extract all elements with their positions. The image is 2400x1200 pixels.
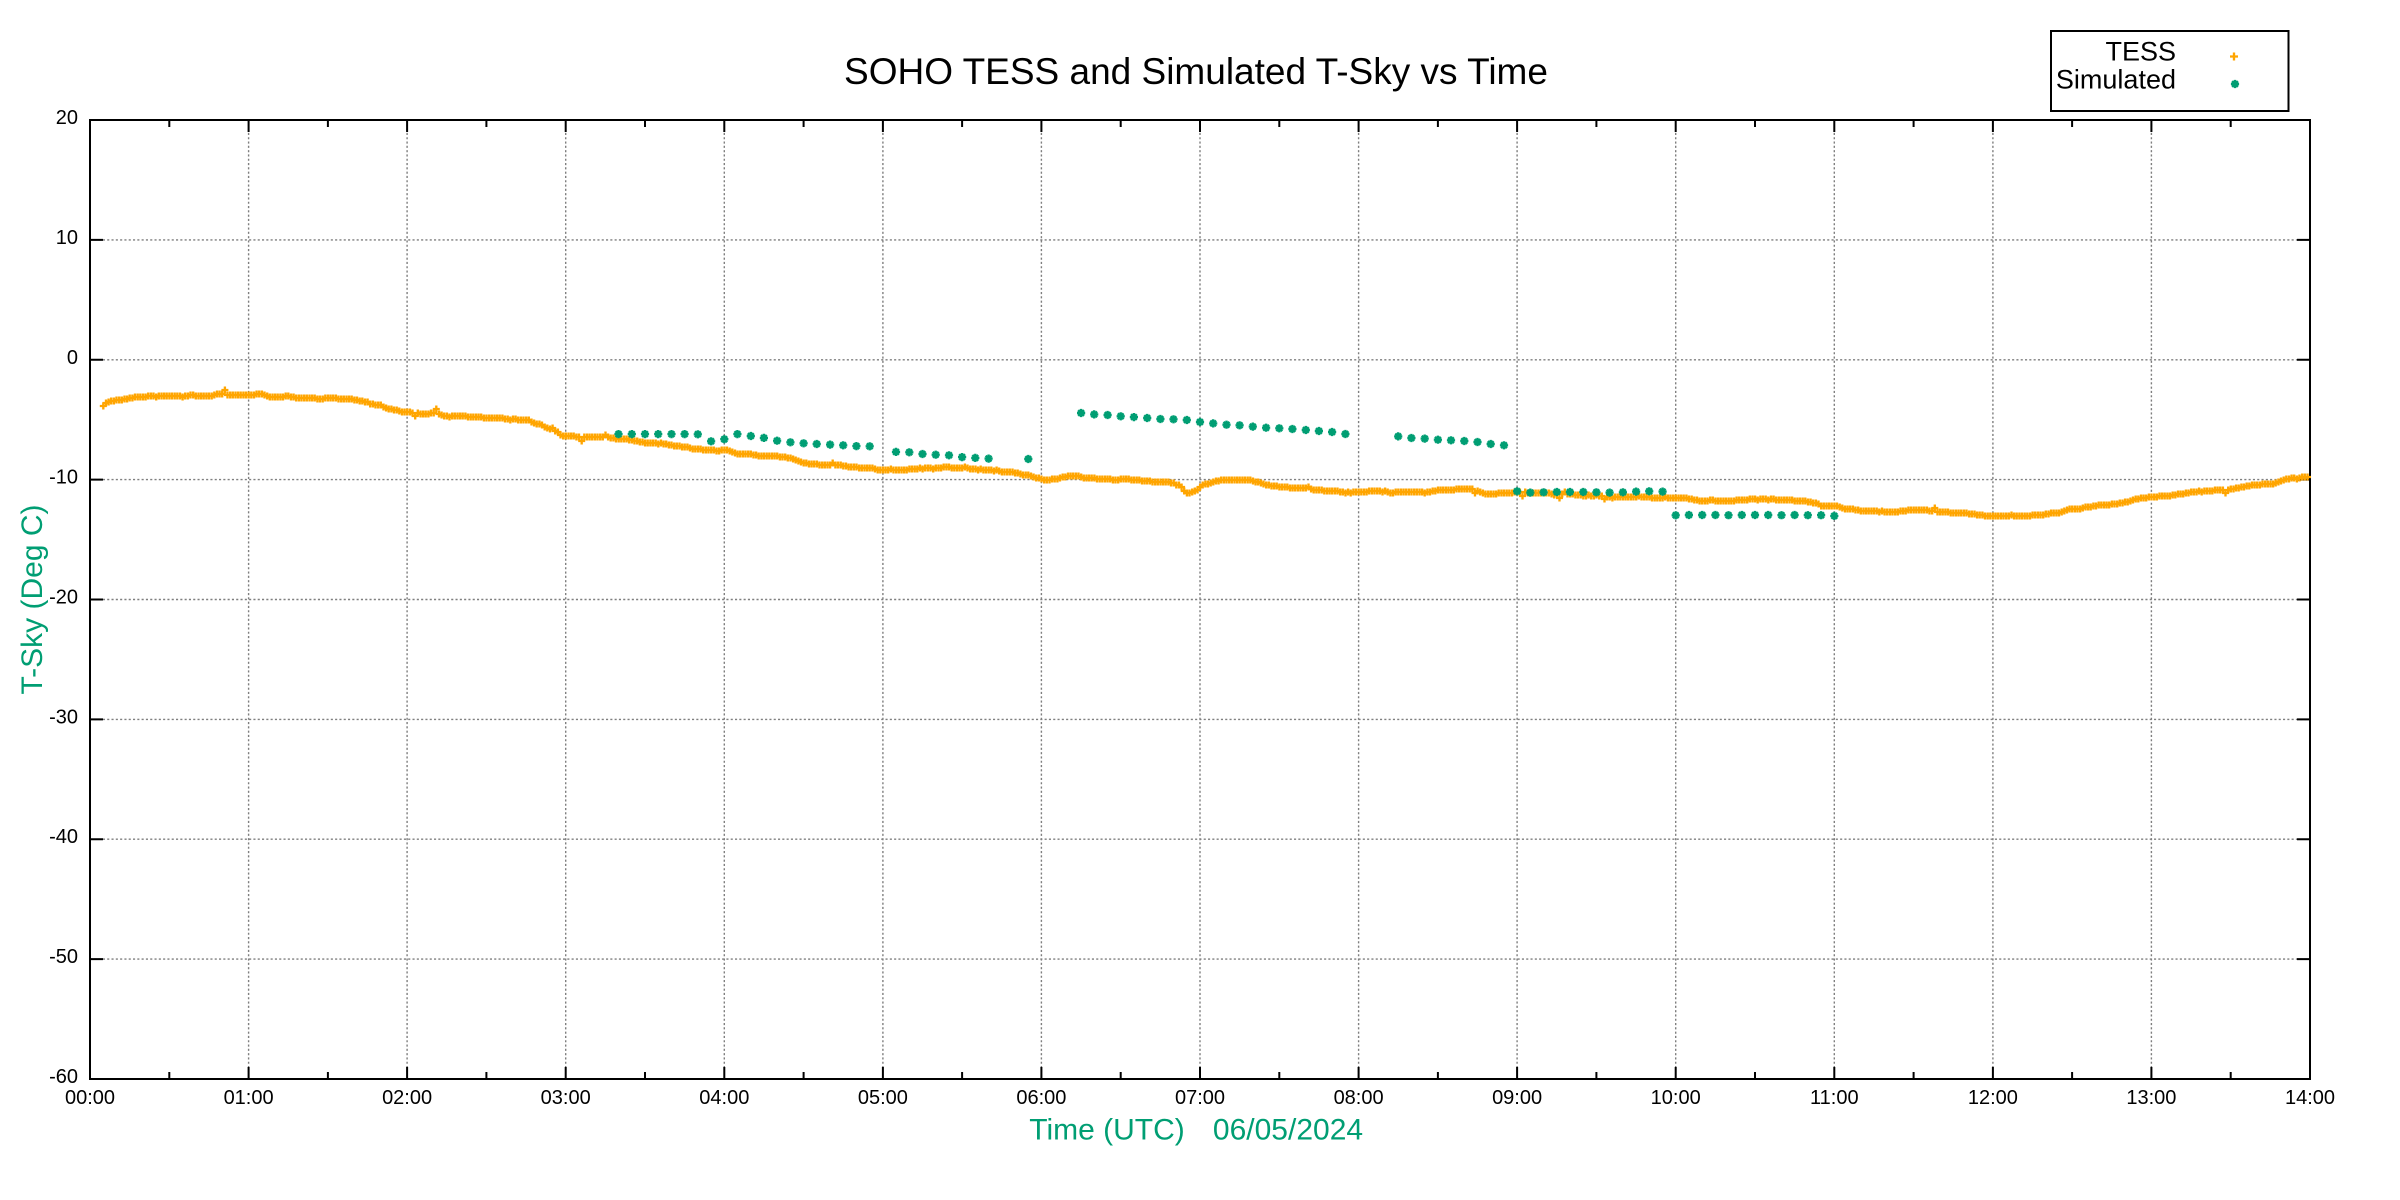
svg-text:08:00: 08:00	[1334, 1087, 1384, 1109]
svg-text:-20: -20	[49, 587, 78, 609]
svg-text:09:00: 09:00	[1492, 1087, 1542, 1109]
svg-text:-10: -10	[49, 467, 78, 489]
svg-text:03:00: 03:00	[541, 1087, 591, 1109]
svg-text:14:00: 14:00	[2285, 1087, 2335, 1109]
svg-text:13:00: 13:00	[2126, 1087, 2176, 1109]
svg-text:-30: -30	[49, 706, 78, 728]
svg-text:01:00: 01:00	[224, 1087, 274, 1109]
svg-text:02:00: 02:00	[382, 1087, 432, 1109]
svg-text:06:00: 06:00	[1016, 1087, 1066, 1109]
svg-text:10: 10	[56, 227, 78, 249]
svg-text:Time (UTC): Time (UTC)	[1029, 1114, 1185, 1147]
svg-text:05:00: 05:00	[858, 1087, 908, 1109]
svg-text:12:00: 12:00	[1968, 1087, 2018, 1109]
svg-text:04:00: 04:00	[699, 1087, 749, 1109]
svg-text:10:00: 10:00	[1651, 1087, 1701, 1109]
svg-text:-50: -50	[49, 946, 78, 968]
svg-text:-40: -40	[49, 826, 78, 848]
svg-text:20: 20	[56, 107, 78, 129]
svg-text:11:00: 11:00	[1810, 1087, 1859, 1109]
svg-text:Simulated: Simulated	[2056, 65, 2176, 95]
svg-text:00:00: 00:00	[65, 1087, 115, 1109]
svg-text:-60: -60	[49, 1066, 78, 1088]
svg-text:SOHO TESS and Simulated T-Sky: SOHO TESS and Simulated T-Sky vs Time	[844, 51, 1548, 92]
svg-text:07:00: 07:00	[1175, 1087, 1225, 1109]
svg-text:06/05/2024: 06/05/2024	[1213, 1114, 1363, 1147]
svg-text:0: 0	[67, 347, 78, 369]
svg-text:TESS: TESS	[2105, 37, 2176, 67]
svg-text:T-Sky (Deg C): T-Sky (Deg C)	[16, 504, 49, 694]
